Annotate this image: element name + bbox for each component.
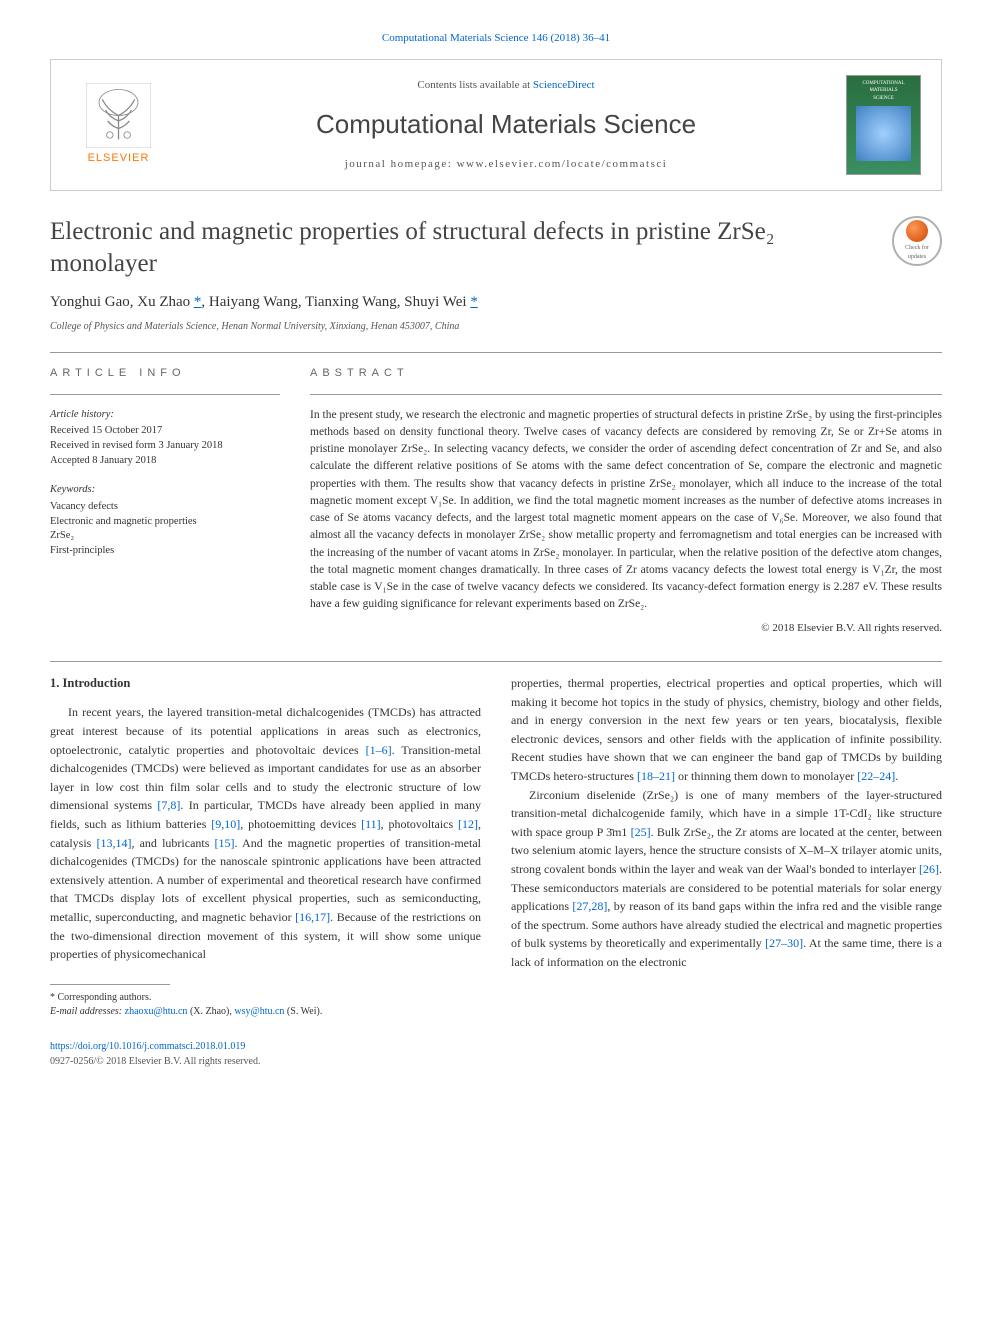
column-right: properties, thermal properties, electric… <box>511 674 942 1019</box>
elsevier-logo[interactable]: ELSEVIER <box>71 77 166 172</box>
author-5: Shuyi Wei <box>404 294 466 310</box>
header-citation[interactable]: Computational Materials Science 146 (201… <box>50 30 942 47</box>
body-columns: 1. Introduction In recent years, the lay… <box>50 674 942 1019</box>
footnote-separator <box>50 984 170 985</box>
homepage-url[interactable]: www.elsevier.com/locate/commatsci <box>457 158 668 170</box>
info-sep-1 <box>50 394 280 395</box>
ref-link[interactable]: [11] <box>361 817 381 831</box>
doi-link[interactable]: https://doi.org/10.1016/j.commatsci.2018… <box>50 1041 245 1052</box>
cover-image <box>856 106 911 161</box>
separator-2 <box>50 661 942 662</box>
contents-line: Contents lists available at ScienceDirec… <box>166 77 846 94</box>
ref-link[interactable]: [15] <box>215 836 235 850</box>
ref-link[interactable]: [22–24] <box>857 769 895 783</box>
intro-heading: 1. Introduction <box>50 674 481 693</box>
ref-link[interactable]: [16,17] <box>295 910 330 924</box>
author-3: Haiyang Wang <box>209 294 298 310</box>
abstract-copyright: © 2018 Elsevier B.V. All rights reserved… <box>310 620 942 637</box>
intro-para-1: In recent years, the layered transition-… <box>50 703 481 963</box>
ref-link[interactable]: [27–30] <box>765 936 803 950</box>
keywords-title: Keywords: <box>50 482 280 498</box>
author-1: Yonghui Gao <box>50 294 130 310</box>
ref-link[interactable]: [12] <box>458 817 478 831</box>
article-info: article info Article history: Received 1… <box>50 365 280 636</box>
cover-text-3: SCIENCE <box>873 95 894 103</box>
contents-prefix: Contents lists available at <box>417 79 532 91</box>
abstract-sep <box>310 394 942 395</box>
author-2: Xu Zhao <box>137 294 190 310</box>
abstract-heading: abstract <box>310 365 942 382</box>
email-name-1: (X. Zhao), <box>187 1006 234 1017</box>
email-2[interactable]: wsy@htu.cn <box>234 1006 284 1017</box>
homepage-prefix: journal homepage: <box>345 158 457 170</box>
email-1[interactable]: zhaoxu@htu.cn <box>125 1006 188 1017</box>
journal-cover[interactable]: COMPUTATIONAL MATERIALS SCIENCE <box>846 75 921 175</box>
corresponding-footnote: * Corresponding authors. <box>50 991 481 1005</box>
info-heading: article info <box>50 365 280 382</box>
history-title: Article history: <box>50 407 280 423</box>
journal-banner: ELSEVIER Contents lists available at Sci… <box>50 59 942 191</box>
crossmark-icon <box>906 220 928 242</box>
abstract-body: In the present study, we research the el… <box>310 407 942 614</box>
column-left: 1. Introduction In recent years, the lay… <box>50 674 481 1019</box>
sciencedirect-link[interactable]: ScienceDirect <box>533 79 595 91</box>
separator-1 <box>50 352 942 353</box>
elsevier-text: ELSEVIER <box>88 150 150 167</box>
cover-text-1: COMPUTATIONAL <box>862 80 904 88</box>
email-footnote: E-mail addresses: zhaoxu@htu.cn (X. Zhao… <box>50 1005 481 1019</box>
issn-line: 0927-0256/© 2018 Elsevier B.V. All right… <box>50 1056 260 1067</box>
ref-link[interactable]: [13,14] <box>96 836 131 850</box>
article-title: Electronic and magnetic properties of st… <box>50 216 872 281</box>
check-updates-badge[interactable]: Check forupdates <box>892 216 942 266</box>
elsevier-tree-icon <box>86 83 151 148</box>
homepage-line: journal homepage: www.elsevier.com/locat… <box>166 156 846 173</box>
footer: https://doi.org/10.1016/j.commatsci.2018… <box>50 1039 942 1069</box>
email-name-2: (S. Wei). <box>284 1006 322 1017</box>
journal-name: Computational Materials Science <box>166 105 846 144</box>
intro-para-3: Zirconium diselenide (ZrSe₂) is one of m… <box>511 786 942 972</box>
badge-text: Check forupdates <box>905 244 929 262</box>
ref-link[interactable]: [7,8] <box>157 798 180 812</box>
authors-line: Yonghui Gao, Xu Zhao *, Haiyang Wang, Ti… <box>50 291 942 314</box>
history-body: Received 15 October 2017 Received in rev… <box>50 424 280 468</box>
affiliation: College of Physics and Materials Science… <box>50 319 942 334</box>
intro-para-2: properties, thermal properties, electric… <box>511 674 942 786</box>
ref-link[interactable]: [1–6] <box>366 743 392 757</box>
emails-label: E-mail addresses: <box>50 1006 125 1017</box>
keywords-body: Vacancy defects Electronic and magnetic … <box>50 500 280 559</box>
banner-center: Contents lists available at ScienceDirec… <box>166 77 846 173</box>
title-block: Electronic and magnetic properties of st… <box>50 216 942 281</box>
ref-link[interactable]: [9,10] <box>211 817 240 831</box>
abstract: abstract In the present study, we resear… <box>310 365 942 636</box>
ref-link[interactable]: [18–21] <box>637 769 675 783</box>
ref-link[interactable]: [26] <box>919 862 939 876</box>
ref-link[interactable]: [27,28] <box>572 899 607 913</box>
cover-text-2: MATERIALS <box>869 87 897 95</box>
info-abstract-row: article info Article history: Received 1… <box>50 365 942 636</box>
author-4: Tianxing Wang <box>305 294 397 310</box>
corr-mark-2[interactable]: * <box>470 294 478 310</box>
ref-link[interactable]: [25] <box>631 825 651 839</box>
